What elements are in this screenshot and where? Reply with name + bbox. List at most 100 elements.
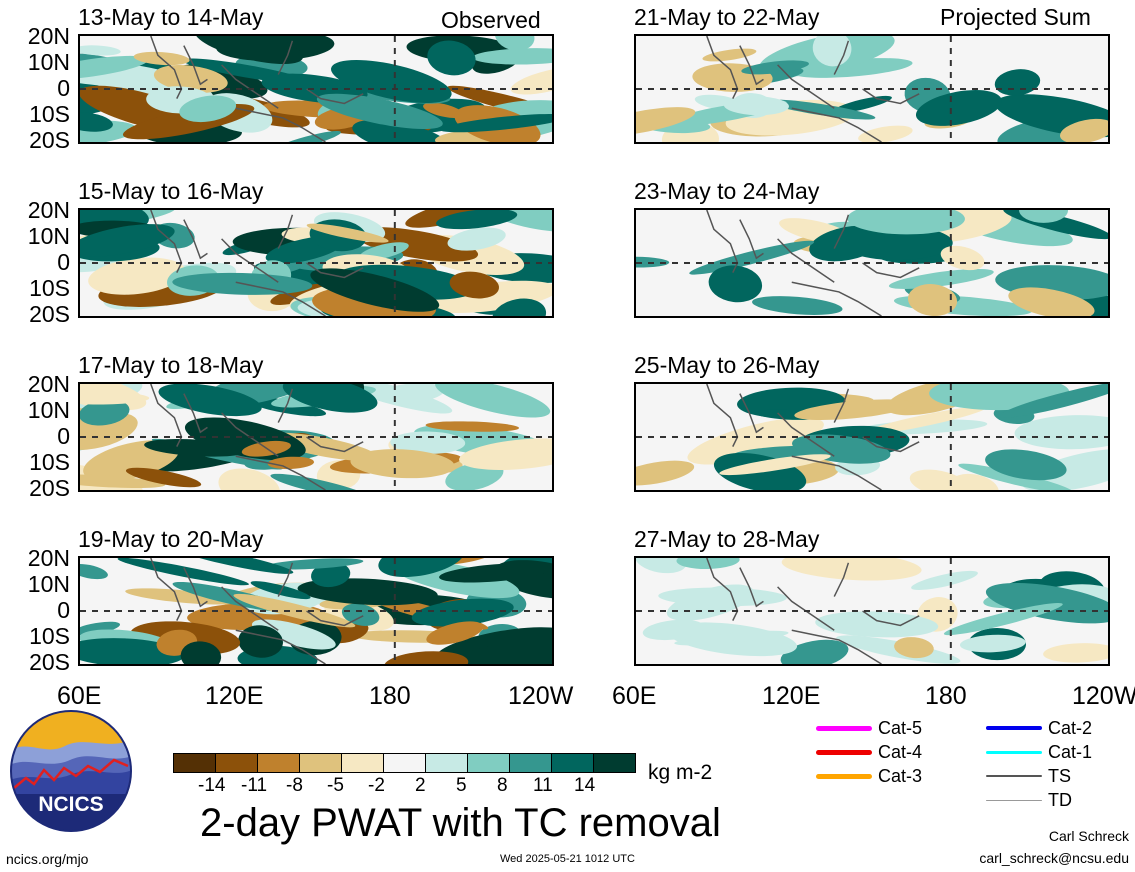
- colorbar-tick: 14: [574, 775, 596, 796]
- anomaly-region: [384, 651, 469, 664]
- lat-label: 20N: [27, 23, 70, 49]
- map-plot: [634, 34, 1110, 144]
- pwat-anomaly-field: [80, 558, 552, 664]
- anomaly-region: [985, 449, 1067, 481]
- anomaly-region: [218, 468, 280, 490]
- colorbar-units: kg m-2: [648, 761, 713, 784]
- anomaly-region: [80, 621, 121, 636]
- panel-title: 19-May to 20-May: [78, 526, 264, 552]
- anomaly-region: [636, 107, 696, 137]
- anomaly-region: [88, 257, 186, 295]
- anomaly-region: [125, 588, 240, 605]
- map-plot: [78, 208, 554, 318]
- legend-label: TS: [1048, 765, 1072, 786]
- panel-title: 27-May to 28-May: [634, 526, 820, 552]
- colorbar-tick: -5: [327, 775, 344, 796]
- anomaly-region: [794, 399, 914, 421]
- anomaly-region: [1059, 118, 1108, 142]
- lat-label: 20N: [27, 545, 70, 571]
- legend-swatch: [816, 725, 872, 731]
- anomaly-region: [472, 48, 552, 65]
- colorbar-swatch: [510, 754, 552, 772]
- anomaly-region: [423, 102, 464, 118]
- lon-label: 180: [369, 682, 411, 710]
- anomaly-region: [435, 384, 551, 418]
- map-plot: [78, 556, 554, 666]
- anomaly-region: [80, 224, 175, 257]
- legend-item-cat4: Cat-4: [816, 742, 922, 762]
- anomaly-region: [354, 227, 479, 262]
- legend-item-cat5: Cat-5: [816, 718, 922, 738]
- author-email: carl_schreck@ncsu.edu: [979, 850, 1129, 866]
- lon-label: 60E: [612, 682, 657, 710]
- colorbar-tick: -14: [198, 775, 226, 796]
- anomaly-region: [815, 611, 939, 638]
- anomaly-region: [719, 454, 831, 476]
- anomaly-region: [862, 406, 987, 435]
- lon-label: 120E: [205, 682, 264, 710]
- anomaly-region: [958, 463, 1074, 490]
- legend-label: Cat-1: [1048, 741, 1093, 762]
- pwat-anomaly-field: [636, 558, 1108, 664]
- lat-label: 10N: [27, 571, 70, 597]
- colorbar-tick: 2: [415, 775, 426, 796]
- lon-label: 180: [925, 682, 967, 710]
- lat-label: 10N: [27, 397, 70, 423]
- anomaly-region: [809, 225, 885, 262]
- anomaly-region: [636, 460, 695, 486]
- anomaly-region: [272, 131, 341, 142]
- author-credit: Carl Schreck: [1048, 828, 1129, 844]
- panel-title: 17-May to 18-May: [78, 352, 264, 378]
- anomaly-region: [723, 96, 789, 116]
- anomaly-region: [311, 562, 351, 588]
- anomaly-region: [985, 582, 1108, 624]
- anomaly-region: [341, 603, 380, 626]
- logo-text: NCICS: [38, 793, 103, 816]
- anomaly-region: [752, 296, 843, 315]
- anomaly-region: [440, 113, 552, 133]
- anomaly-region: [449, 271, 499, 299]
- anomaly-region: [425, 421, 520, 432]
- anomaly-region: [687, 417, 824, 465]
- anomaly-region: [1021, 448, 1108, 490]
- panel-title: 21-May to 22-May: [634, 4, 820, 30]
- anomaly-region: [832, 95, 892, 114]
- legend-item-td: TD: [986, 790, 1072, 810]
- lon-label: 120W: [1072, 682, 1135, 710]
- lat-label: 10S: [29, 101, 70, 127]
- anomaly-region: [999, 384, 1108, 418]
- map-plot: [634, 382, 1110, 492]
- lat-label: 20S: [29, 475, 70, 501]
- lon-label: 120E: [762, 682, 821, 710]
- lat-label: 0: [57, 423, 70, 449]
- lat-label: 10N: [27, 49, 70, 75]
- anomaly-region: [375, 384, 445, 404]
- legend-label: Cat-2: [1048, 717, 1093, 738]
- footer-url: ncics.org/mjo: [6, 851, 89, 867]
- colorbar-tick: 5: [456, 775, 467, 796]
- legend-item-cat1: Cat-1: [986, 742, 1092, 762]
- anomaly-region: [125, 467, 202, 488]
- anomaly-region: [310, 268, 440, 312]
- anomaly-region: [80, 391, 150, 405]
- observed-label: Observed: [441, 7, 541, 33]
- anomaly-region: [447, 227, 506, 251]
- legend-swatch: [986, 775, 1042, 777]
- ncics-logo-icon: NCICS: [10, 710, 132, 832]
- anomaly-region: [959, 634, 1026, 653]
- anomaly-region: [80, 112, 113, 132]
- legend-label: Cat-3: [878, 765, 923, 786]
- lat-label: 20S: [29, 127, 70, 153]
- lat-label: 10N: [27, 223, 70, 249]
- anomaly-region: [780, 639, 849, 664]
- lon-label: 60E: [57, 682, 102, 710]
- anomaly-region: [994, 69, 1041, 96]
- projected-label: Projected Sum: [940, 4, 1091, 30]
- anomaly-region: [858, 125, 913, 142]
- colorbar-tick: 11: [533, 775, 553, 796]
- anomaly-region: [80, 399, 130, 426]
- lat-label: 20N: [27, 371, 70, 397]
- legend-label: Cat-5: [878, 717, 923, 738]
- colorbar-swatch: [426, 754, 468, 772]
- anomaly-region: [80, 564, 108, 580]
